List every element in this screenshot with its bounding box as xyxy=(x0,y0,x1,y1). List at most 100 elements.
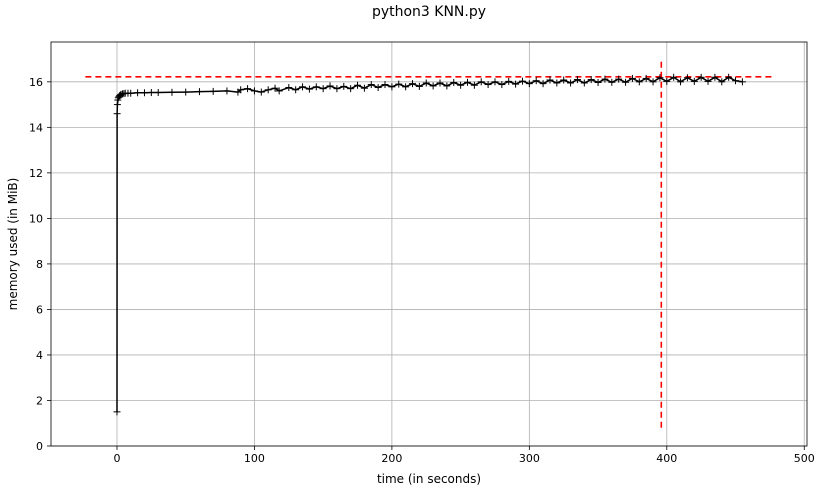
data-point-marker xyxy=(340,82,348,90)
data-point-marker xyxy=(395,80,403,88)
data-point-marker xyxy=(677,78,685,86)
data-point-marker xyxy=(594,79,602,87)
data-point-marker xyxy=(422,79,430,87)
data-point-marker xyxy=(244,85,252,93)
x-tick-label: 300 xyxy=(519,452,540,465)
data-point-marker xyxy=(491,78,499,86)
data-point-marker xyxy=(470,81,478,89)
data-point-marker xyxy=(732,77,740,85)
data-point-marker xyxy=(525,80,533,88)
data-point-marker xyxy=(147,89,155,97)
data-point-marker xyxy=(697,73,705,81)
data-point-marker xyxy=(436,79,444,87)
y-tick-label: 14 xyxy=(29,121,43,134)
data-point-marker xyxy=(388,83,396,91)
data-point-marker xyxy=(312,83,320,91)
data-point-marker xyxy=(477,78,485,86)
y-tick-label: 8 xyxy=(36,258,43,271)
data-point-marker xyxy=(140,89,148,97)
data-point-marker xyxy=(402,83,410,91)
chart-title: python3 KNN.py xyxy=(372,4,486,20)
x-tick-label: 400 xyxy=(656,452,677,465)
data-point-marker xyxy=(113,110,121,118)
data-point-marker xyxy=(347,85,355,93)
data-point-marker xyxy=(271,84,279,92)
data-point-marker xyxy=(450,79,458,87)
data-point-marker xyxy=(711,73,719,81)
data-point-marker xyxy=(567,79,575,87)
data-point-marker xyxy=(622,78,630,86)
reference-lines xyxy=(85,59,775,428)
data-point-marker xyxy=(573,76,581,84)
x-tick-label: 500 xyxy=(794,452,814,465)
y-tick-label: 2 xyxy=(36,394,43,407)
data-point-marker xyxy=(195,88,203,96)
data-point-marker xyxy=(656,74,664,82)
data-point-marker xyxy=(168,88,176,96)
y-tick-label: 6 xyxy=(36,303,43,316)
data-point-marker xyxy=(381,81,389,89)
x-tick-label: 0 xyxy=(113,452,120,465)
data-point-marker xyxy=(134,89,142,97)
series-layer xyxy=(113,73,746,416)
data-point-marker xyxy=(127,89,135,97)
y-tick-label: 16 xyxy=(29,76,43,89)
data-point-marker xyxy=(354,81,362,89)
plot-area-frame xyxy=(50,41,808,447)
data-point-marker xyxy=(223,87,231,95)
data-point-marker xyxy=(257,88,265,96)
data-point-marker xyxy=(615,75,623,83)
y-tick-label: 0 xyxy=(36,440,43,453)
data-point-marker xyxy=(182,88,190,96)
data-point-marker xyxy=(264,86,272,94)
data-point-marker xyxy=(457,81,465,89)
data-point-marker xyxy=(628,74,636,82)
data-point-marker xyxy=(374,84,382,92)
x-axis-ticks: 0 100 200 300 400 500 xyxy=(113,446,814,465)
data-point-marker xyxy=(275,87,283,95)
data-point-marker xyxy=(292,86,300,94)
data-point-marker xyxy=(333,85,341,93)
data-point-marker xyxy=(608,78,616,86)
data-point-marker xyxy=(587,76,595,84)
data-point-marker xyxy=(738,78,746,86)
y-tick-label: 10 xyxy=(29,212,43,225)
data-point-marker xyxy=(299,83,307,91)
data-point-marker xyxy=(360,84,368,92)
y-axis-ticks: 0 2 4 6 8 10 12 14 16 xyxy=(29,76,51,453)
data-point-marker xyxy=(532,77,540,85)
data-point-marker xyxy=(305,85,313,93)
data-point-marker xyxy=(635,78,643,86)
data-point-marker xyxy=(326,82,334,90)
data-point-marker xyxy=(484,81,492,89)
data-point-marker xyxy=(154,89,162,97)
data-point-marker xyxy=(704,77,712,85)
data-point-marker xyxy=(367,81,375,89)
data-point-marker xyxy=(546,76,554,84)
x-tick-label: 100 xyxy=(244,452,265,465)
x-axis-label: time (in seconds) xyxy=(377,472,481,486)
data-point-marker xyxy=(505,77,513,85)
data-point-marker xyxy=(663,77,671,85)
y-tick-label: 4 xyxy=(36,349,43,362)
data-point-marker xyxy=(463,78,471,86)
data-point-marker xyxy=(443,82,451,90)
y-axis-label: memory used (in MiB) xyxy=(6,178,20,311)
data-point-marker xyxy=(209,87,217,95)
data-point-marker xyxy=(498,81,506,89)
y-tick-label: 12 xyxy=(29,167,43,180)
data-point-marker xyxy=(409,80,417,88)
data-point-marker xyxy=(113,408,121,416)
grid xyxy=(51,42,807,447)
data-point-marker xyxy=(725,73,733,81)
x-tick-label: 200 xyxy=(381,452,402,465)
data-point-marker xyxy=(415,82,423,90)
data-point-marker xyxy=(237,86,245,94)
data-point-marker xyxy=(690,77,698,85)
data-point-marker xyxy=(518,77,526,85)
data-point-marker xyxy=(560,76,568,84)
data-point-marker xyxy=(539,80,547,88)
data-point-marker xyxy=(642,74,650,82)
data-point-marker xyxy=(250,87,258,95)
